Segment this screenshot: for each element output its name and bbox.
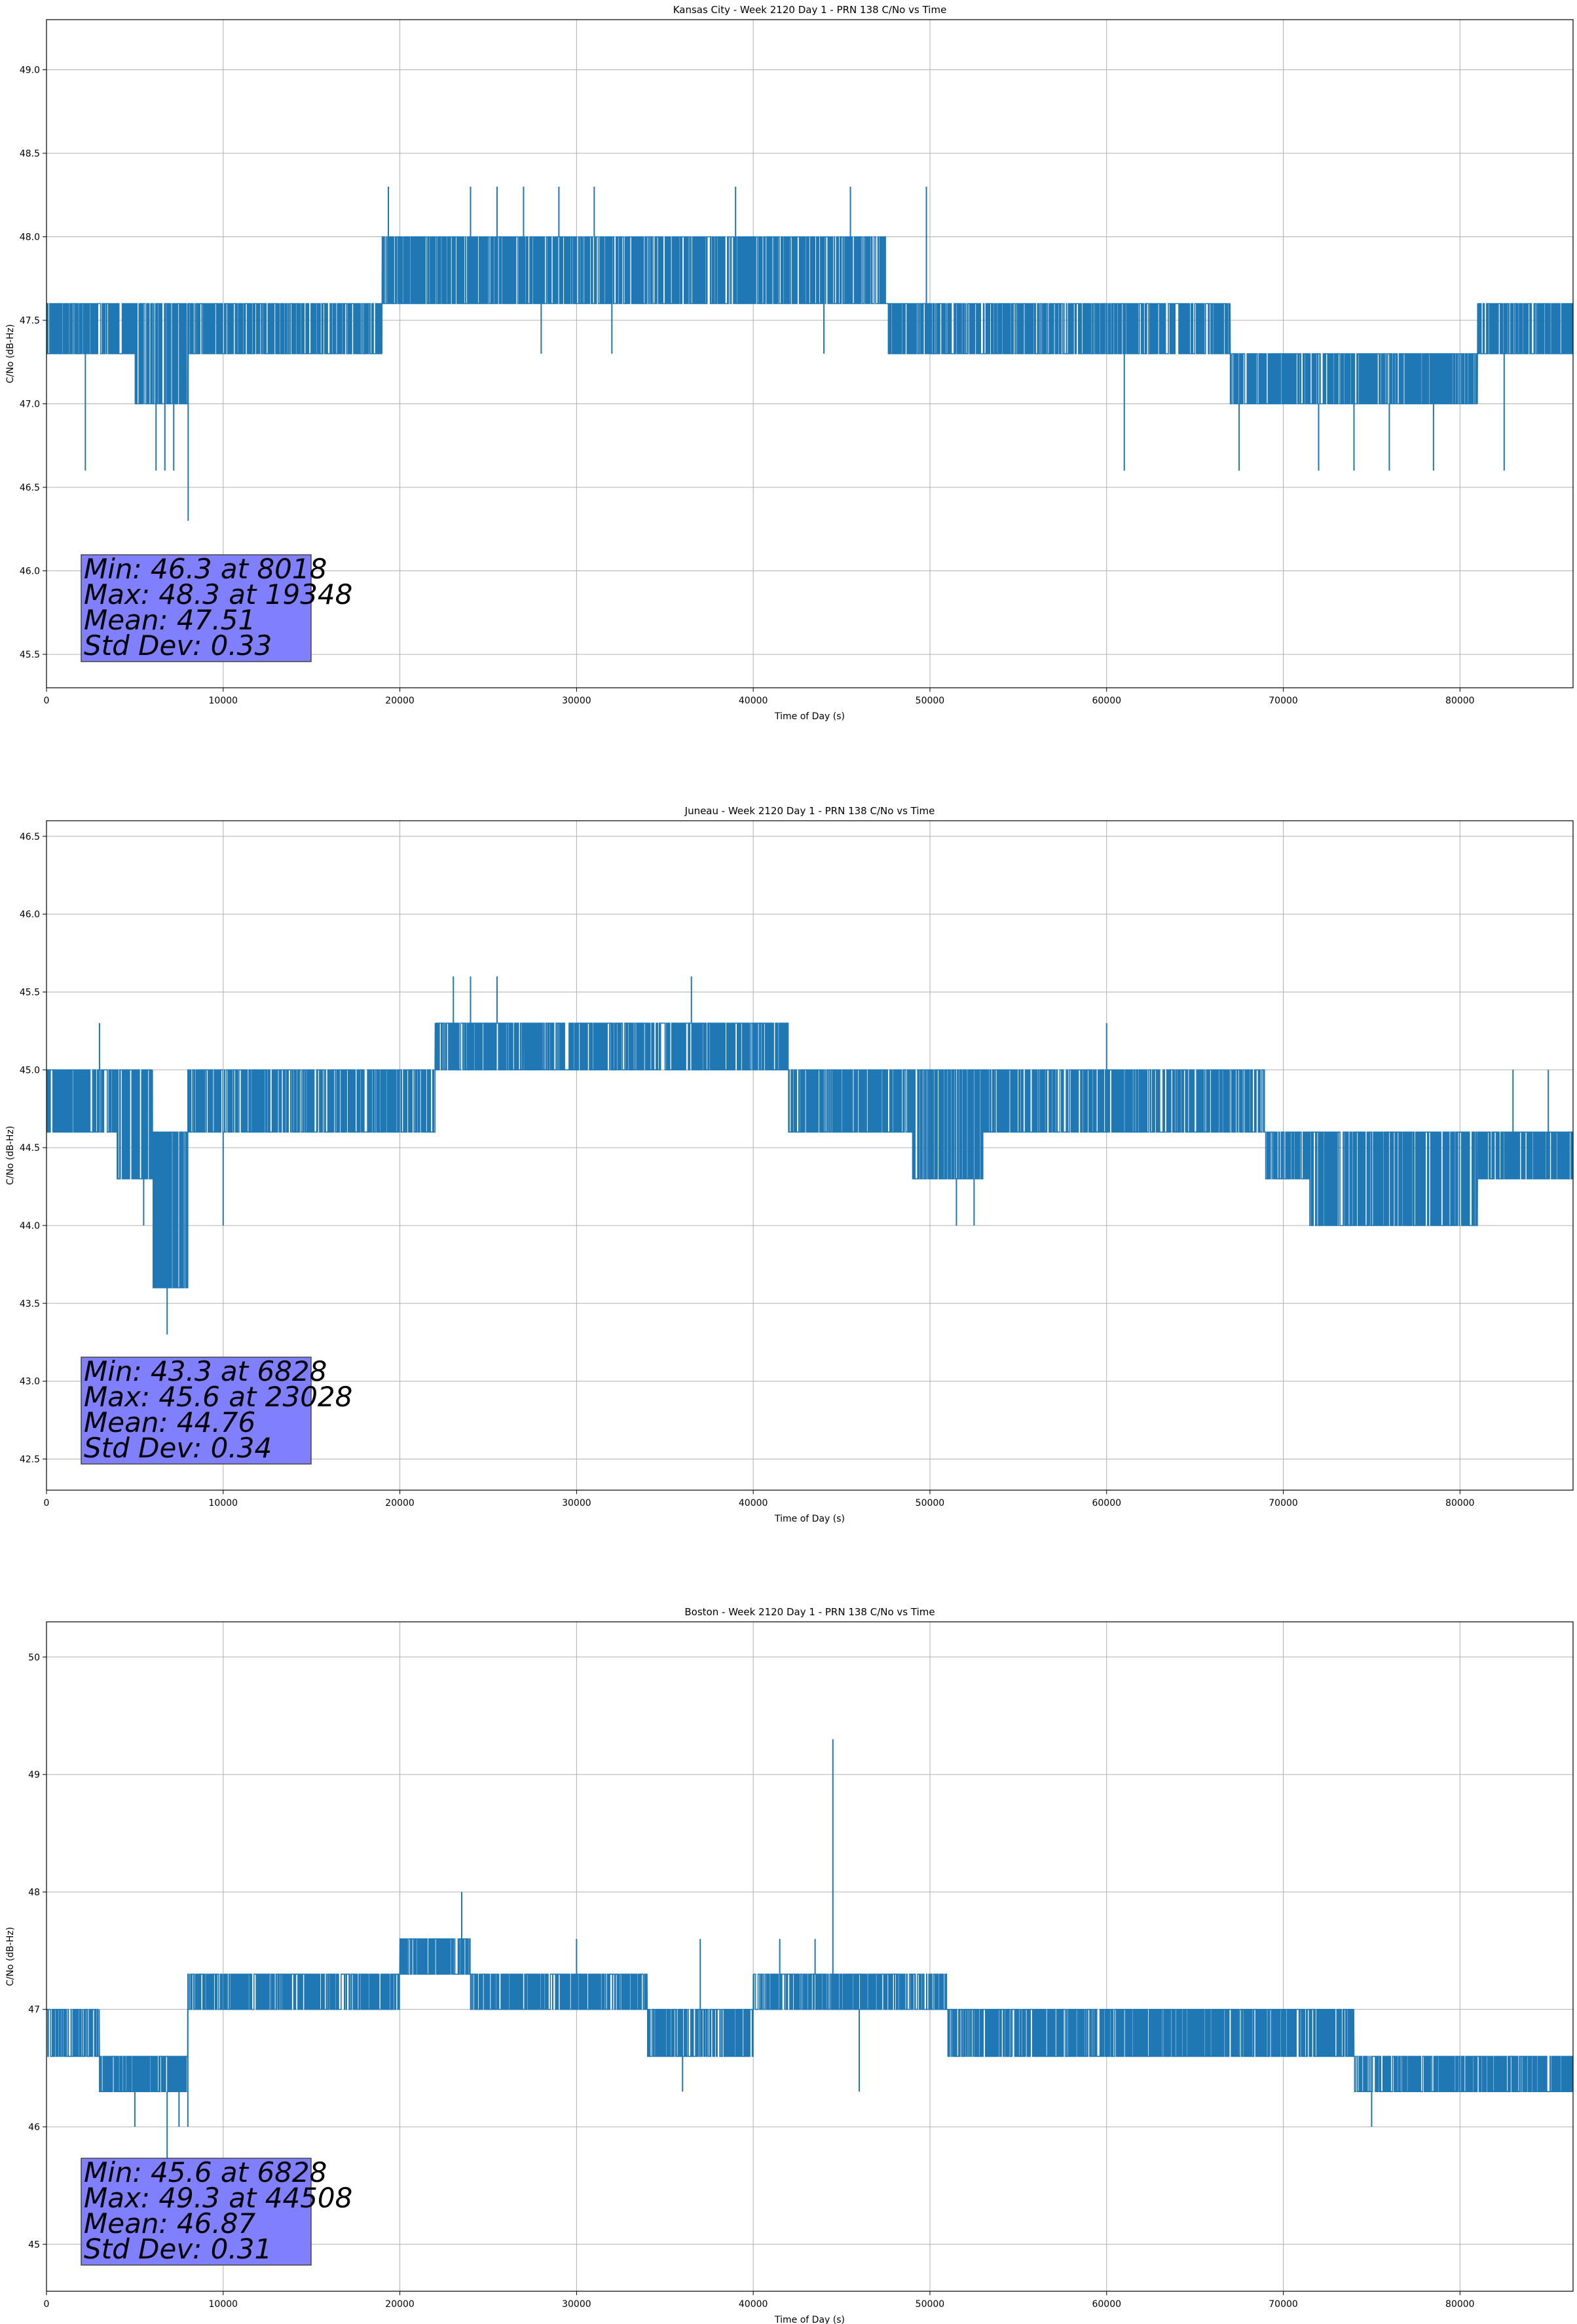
chart-3-x-tick-label: 40000 [739, 2299, 768, 2310]
chart-3-x-tick-label: 50000 [916, 2299, 945, 2310]
chart-1-x-tick-label: 30000 [562, 696, 591, 706]
chart-2-y-axis-label: C/No (dB-Hz) [5, 1126, 16, 1185]
chart-2-y-tick-label: 45.0 [20, 1065, 40, 1076]
chart-2-stats-max: Max: 45.6 at 23028 [84, 1381, 352, 1413]
chart-3-x-tick-label: 70000 [1269, 2299, 1298, 2310]
chart-1-stats-box [81, 554, 312, 662]
chart-2-x-tick-label: 20000 [385, 1498, 415, 1509]
chart-1: Kansas City - Week 2120 Day 1 - PRN 138 … [5, 4, 1574, 722]
chart-3-plot-frame [46, 1621, 1574, 2292]
chart-1-y-tick-label: 49.0 [20, 66, 40, 76]
chart-1-x-tick-label: 70000 [1269, 696, 1298, 706]
chart-1-y-tick-label: 47.0 [20, 400, 40, 410]
chart-2: Juneau - Week 2120 Day 1 - PRN 138 C/No … [5, 805, 1574, 1524]
chart-2-y-tick-label: 44.5 [20, 1143, 40, 1153]
chart-1-x-tick-label: 80000 [1445, 696, 1475, 706]
chart-1-y-tick-label: 46.0 [20, 567, 40, 577]
chart-2-y-tick-label: 46.5 [20, 832, 40, 842]
chart-3-y-tick-label: 48 [28, 1887, 40, 1898]
chart-2-x-tick-label: 30000 [562, 1498, 591, 1509]
chart-3-y-tick-label: 46 [28, 2122, 40, 2133]
chart-1-x-tick-label: 40000 [739, 696, 768, 706]
chart-2-y-tick-label: 45.5 [20, 987, 40, 998]
chart-3-y-axis-label: C/No (dB-Hz) [5, 1927, 16, 1986]
chart-2-y-tick-label: 43.0 [20, 1377, 40, 1387]
chart-3-stats-box [81, 2158, 312, 2266]
chart-1-stats-mean: Mean: 47.51 [84, 604, 255, 636]
chart-2-x-axis-label: Time of Day (s) [774, 1514, 845, 1524]
chart-2-y-tick-label: 46.0 [20, 910, 40, 920]
chart-2-x-tick-label: 70000 [1269, 1498, 1298, 1509]
chart-1-y-tick-label: 48.0 [20, 233, 40, 243]
chart-1-x-tick-label: 0 [44, 696, 50, 706]
chart-1-stats-std: Std Dev: 0.33 [84, 629, 272, 662]
chart-3-x-tick-label: 80000 [1445, 2299, 1475, 2310]
chart-3-x-tick-label: 30000 [562, 2299, 591, 2310]
chart-3-x-axis-label: Time of Day (s) [774, 2315, 845, 2324]
chart-3-x-tick-label: 60000 [1092, 2299, 1121, 2310]
chart-1-y-tick-label: 45.5 [20, 650, 40, 660]
chart-3-stats-min: Min: 45.6 at 6828 [84, 2156, 327, 2188]
chart-3-series-line [46, 1938, 1574, 2092]
chart-3-y-tick-label: 50 [28, 1653, 40, 1663]
chart-1-series-line [46, 236, 1574, 405]
chart-3-y-tick-label: 47 [28, 2005, 40, 2015]
chart-2-y-tick-label: 43.5 [20, 1299, 40, 1309]
chart-2-stats-mean: Mean: 44.76 [84, 1406, 255, 1438]
chart-1-x-tick-label: 60000 [1092, 696, 1121, 706]
chart-2-x-tick-label: 40000 [739, 1498, 768, 1509]
chart-2-title: Juneau - Week 2120 Day 1 - PRN 138 C/No … [684, 805, 935, 817]
chart-2-y-tick-label: 44.0 [20, 1221, 40, 1231]
chart-3-y-tick-label: 45 [28, 2240, 40, 2250]
chart-1-x-tick-label: 20000 [385, 696, 415, 706]
chart-3-stats-mean: Mean: 46.87 [84, 2207, 255, 2240]
chart-2-x-tick-label: 50000 [916, 1498, 945, 1509]
chart-2-x-tick-label: 60000 [1092, 1498, 1121, 1509]
chart-2-y-tick-label: 42.5 [20, 1454, 40, 1465]
chart-2-x-tick-label: 80000 [1445, 1498, 1475, 1509]
chart-3-x-tick-label: 20000 [385, 2299, 415, 2310]
chart-3-stats-std: Std Dev: 0.31 [84, 2233, 272, 2265]
chart-3-stats-max: Max: 49.3 at 44508 [84, 2182, 352, 2214]
chart-1-plot-frame [46, 19, 1574, 688]
chart-1-x-tick-label: 50000 [916, 696, 945, 706]
chart-1-title: Kansas City - Week 2120 Day 1 - PRN 138 … [673, 4, 947, 16]
chart-2-stats-box [81, 1357, 312, 1465]
chart-2-x-tick-label: 10000 [209, 1498, 238, 1509]
chart-1-y-tick-label: 48.5 [20, 149, 40, 159]
chart-3-x-tick-label: 0 [44, 2299, 50, 2310]
chart-3-y-tick-label: 49 [28, 1770, 40, 1780]
chart-1-y-axis-label: C/No (dB-Hz) [5, 324, 16, 383]
chart-2-stats-std: Std Dev: 0.34 [84, 1432, 272, 1464]
chart-1-stats-min: Min: 46.3 at 8018 [84, 553, 327, 585]
chart-2-x-tick-label: 0 [44, 1498, 50, 1509]
chart-1-x-axis-label: Time of Day (s) [774, 711, 845, 722]
chart-1-stats-max: Max: 48.3 at 19348 [84, 578, 352, 610]
chart-2-plot-frame [46, 820, 1574, 1491]
chart-3-title: Boston - Week 2120 Day 1 - PRN 138 C/No … [684, 1606, 935, 1618]
chart-2-stats-min: Min: 43.3 at 6828 [84, 1355, 327, 1387]
chart-3: Boston - Week 2120 Day 1 - PRN 138 C/No … [5, 1606, 1574, 2324]
chart-1-y-tick-label: 47.5 [20, 316, 40, 326]
chart-2-series-line [46, 1022, 1574, 1288]
chart-1-y-tick-label: 46.5 [20, 483, 40, 493]
chart-3-x-tick-label: 10000 [209, 2299, 238, 2310]
chart-1-x-tick-label: 10000 [209, 696, 238, 706]
